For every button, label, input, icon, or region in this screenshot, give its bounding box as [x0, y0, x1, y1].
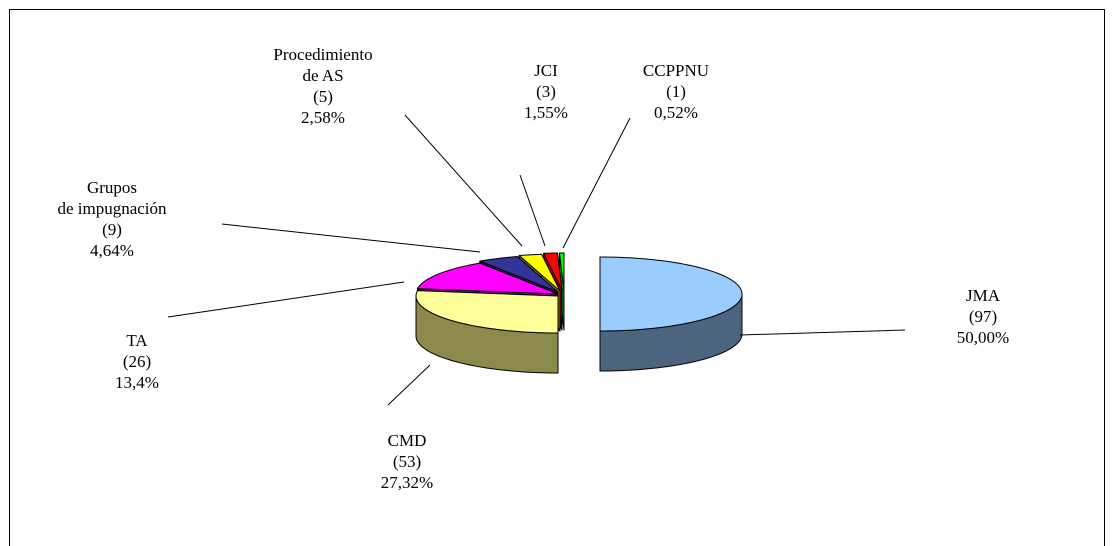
slice-top [479, 256, 559, 293]
slice-top [599, 256, 743, 332]
data-label: CMD (53) 27,32% [381, 430, 433, 493]
leader-line [519, 174, 546, 247]
category-label: JCI [534, 61, 558, 80]
category-label: JMA [965, 286, 1001, 305]
data-label: Grupos de impugnación (9) 4,64% [57, 177, 166, 261]
slice-top [415, 290, 559, 334]
slice-top [543, 252, 563, 291]
chart-frame [9, 9, 1105, 546]
percentage-label: 4,64% [90, 241, 134, 260]
percentage-label: 50,00% [956, 328, 1010, 347]
value-label: (26) [122, 352, 152, 371]
category-label: CMD [387, 431, 427, 450]
slice [599, 256, 743, 372]
data-label: TA (26) 13,4% [115, 330, 159, 393]
slice-top [518, 253, 561, 292]
value-label: (3) [536, 82, 556, 101]
leader-line [562, 117, 631, 249]
percentage-label: 0,52% [654, 103, 698, 122]
value-label: (97) [968, 307, 998, 326]
slice-top [417, 262, 559, 295]
category-label: Grupos de impugnación [57, 178, 167, 218]
leader-line [404, 114, 523, 247]
data-label: JMA (97) 50,00% [957, 285, 1009, 348]
leader-line [221, 223, 481, 253]
leader-line [739, 329, 906, 336]
value-label: (53) [392, 452, 422, 471]
slice [415, 290, 559, 374]
percentage-label: 27,32% [380, 473, 434, 492]
value-label: (1) [666, 82, 686, 101]
value-label: (9) [102, 220, 122, 239]
percentage-label: 2,58% [301, 108, 345, 127]
slice-top [558, 252, 565, 291]
leader-line [387, 364, 431, 406]
category-label: TA [126, 331, 148, 350]
data-label: Procedimiento de AS (5) 2,58% [273, 44, 372, 128]
percentage-label: 1,55% [524, 103, 568, 122]
value-label: (5) [313, 87, 333, 106]
data-label: JCI (3) 1,55% [524, 60, 568, 123]
leader-line [167, 281, 405, 318]
percentage-label: 13,4% [115, 373, 159, 392]
category-label: CCPPNU [642, 61, 710, 80]
data-label: CCPPNU (1) 0,52% [643, 60, 709, 123]
category-label: Procedimiento de AS [273, 45, 373, 85]
